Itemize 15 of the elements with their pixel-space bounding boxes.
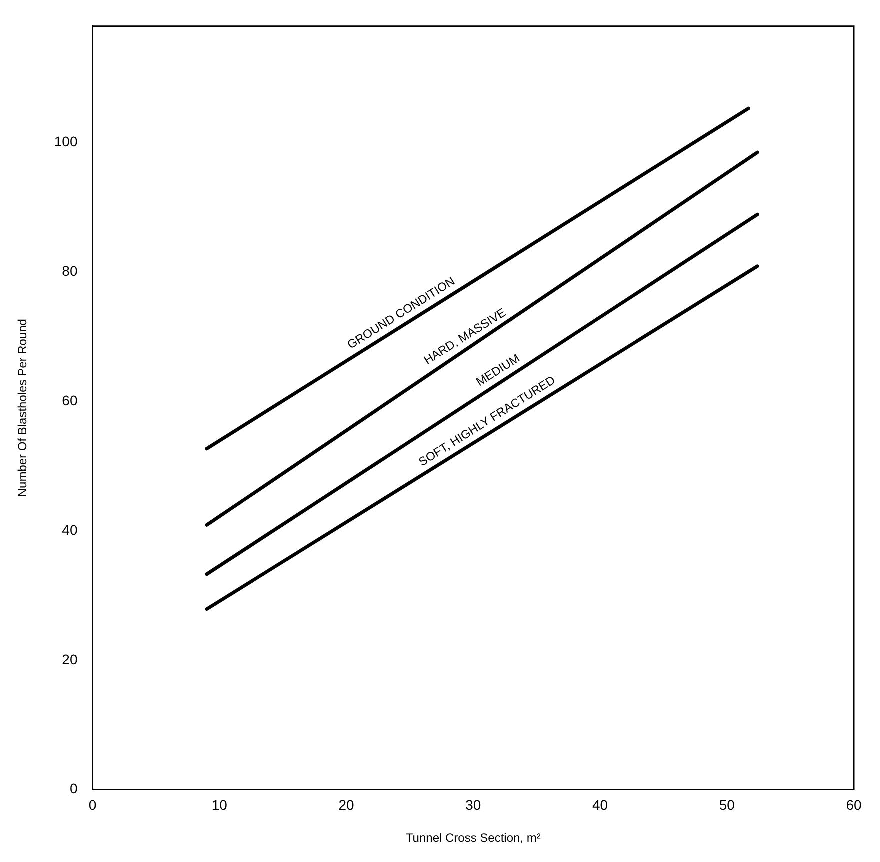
y-tick-label: 20 — [62, 651, 78, 668]
x-tick-label: 10 — [212, 797, 228, 814]
y-tick-label: 40 — [62, 522, 78, 538]
x-tick-label: 30 — [466, 797, 482, 814]
x-axis-title: Tunnel Cross Section, m² — [406, 831, 541, 846]
y-tick-label: 60 — [62, 392, 78, 408]
y-tick-label: 100 — [54, 134, 78, 150]
y-axis-title: Number Of Blastholes Per Round — [16, 319, 30, 498]
x-tick-label: 60 — [846, 797, 862, 814]
y-tick-label: 80 — [62, 263, 78, 280]
x-tick-label: 0 — [88, 797, 97, 814]
x-tick-label: 40 — [592, 797, 608, 814]
x-tick-label: 50 — [719, 797, 736, 814]
y-tick-label: 0 — [70, 780, 78, 797]
x-tick-label: 20 — [338, 797, 355, 814]
